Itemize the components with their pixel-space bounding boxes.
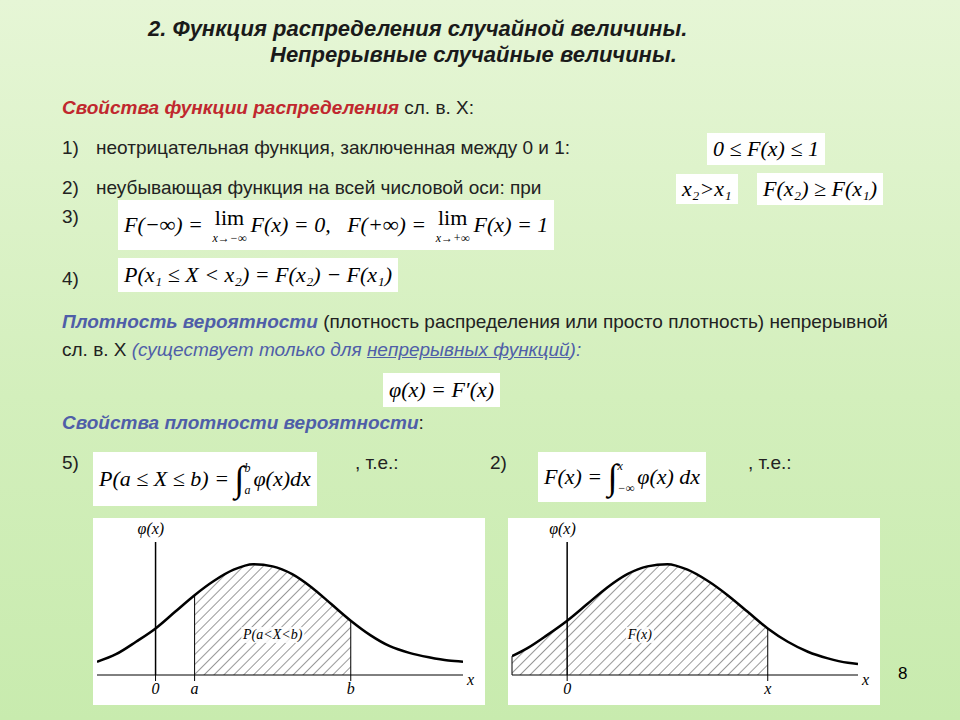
html-text:P(x₁ ≤ X < x₂) = F(x₂) − F(x₁): P(x₁ ≤ X < x₂) = F(x₂) − F(x₁) (124, 262, 392, 287)
html-text:φ(x) = F′(x): φ(x) = F′(x) (389, 377, 495, 402)
html-text:8: 8 (898, 664, 908, 683)
html-text:−∞φ(x) dx: −∞φ(x) dx (617, 464, 701, 495)
html-text:x: x (617, 459, 623, 473)
html-text:x: x (862, 671, 870, 688)
html-text:b: b (244, 461, 251, 475)
html-text:Свойства функции распределения: Свойства функции распределения сл. в. X: (62, 97, 474, 118)
svg-text:x: x (763, 680, 771, 697)
svg-text:0: 0 (563, 680, 571, 697)
html-text:P(a ≤ X ≤ b) =∫: P(a ≤ X ≤ b) =∫ (99, 459, 245, 499)
svg-text:a: a (191, 680, 199, 697)
html-text:Непрерывные случайные величины: Непрерывные случайные величины. (270, 42, 677, 67)
html-text:2): 2) (490, 452, 507, 473)
html-text:, т.е.:: , т.е.: (355, 452, 399, 473)
html-text:F(x): F(x) (627, 627, 652, 643)
html-text:Плотность вероятности (плотнос: Плотность вероятности (плотность распред… (62, 311, 888, 360)
html-text:2): 2) (62, 177, 79, 198)
html-text:, т.е.:: , т.е.: (748, 452, 792, 473)
html-text:F(x) = 0, F(+∞) = lim: F(x) = 0, F(+∞) = lim (250, 204, 468, 237)
html-text:F(x) =∫: F(x) =∫ (544, 457, 618, 497)
html-text:P(a<X<b): P(a<X<b) (243, 627, 303, 643)
html-text:x→+∞: x→+∞ (435, 230, 470, 245)
html-text:φ(x): φ(x) (137, 520, 165, 537)
html-text:x: x (467, 671, 475, 688)
html-text:x₂>x₁: x₂>x₁ (682, 176, 732, 201)
html-text:F(x) = 1: F(x) = 1 (473, 212, 549, 237)
svg-text:0: 0 (152, 680, 160, 697)
html-text:неубывающая функция на всей чи: неубывающая функция на всей числовой оси… (96, 177, 542, 198)
html-text:5): 5) (62, 452, 79, 473)
html-text:3): 3) (62, 206, 79, 227)
html-text:aφ(x)dx: aφ(x)dx (244, 466, 311, 497)
svg-text:b: b (347, 680, 355, 697)
html-text:F(−∞) = lim: F(−∞) = lim (124, 204, 245, 237)
html-text:1): 1) (62, 137, 79, 158)
html-text:неотрицательная функция, заклю: неотрицательная функция, заключенная меж… (96, 137, 571, 158)
html-text:φ(x): φ(x) (549, 520, 576, 537)
html-text:4): 4) (62, 268, 79, 289)
html-text:2. Функция распределения случа: 2. Функция распределения случайной велич… (148, 16, 688, 41)
html-text:x→−∞: x→−∞ (212, 230, 247, 245)
html-text:Свойства плотности вероятности: Свойства плотности вероятности: (62, 412, 424, 433)
html-text:0 ≤ F(x) ≤ 1: 0 ≤ F(x) ≤ 1 (713, 136, 819, 161)
html-text:F(x₂) ≥ F(x₁): F(x₂) ≥ F(x₁) (763, 176, 878, 201)
